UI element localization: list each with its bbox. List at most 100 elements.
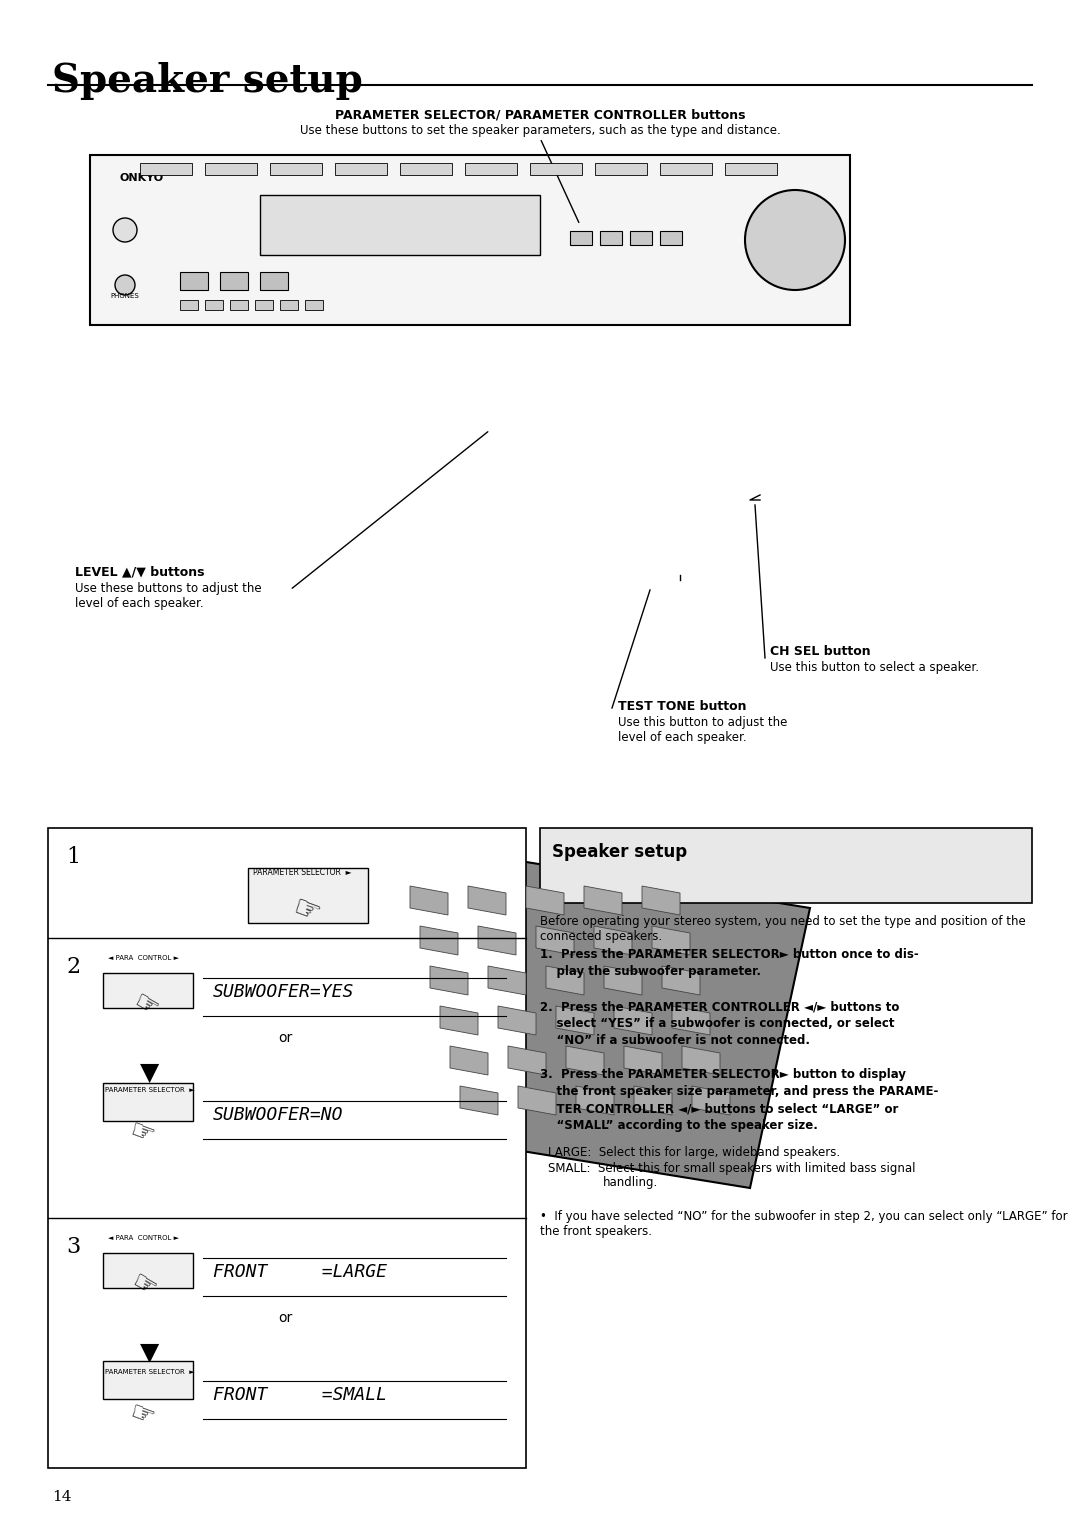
Bar: [630, 231, 652, 244]
Text: PARAMETER SELECTOR/ PARAMETER CONTROLLER buttons: PARAMETER SELECTOR/ PARAMETER CONTROLLER…: [335, 108, 745, 121]
Bar: [465, 163, 517, 176]
Text: ☞: ☞: [129, 989, 163, 1025]
Polygon shape: [624, 1047, 662, 1076]
Text: SUBWOOFER=NO: SUBWOOFER=NO: [213, 1106, 343, 1125]
Polygon shape: [681, 1047, 720, 1076]
Polygon shape: [576, 1086, 615, 1115]
Bar: [595, 163, 647, 176]
Polygon shape: [508, 1047, 546, 1076]
Polygon shape: [556, 1005, 594, 1034]
Text: FRONT     =LARGE: FRONT =LARGE: [213, 1264, 387, 1280]
Text: PHONES: PHONES: [110, 293, 139, 299]
Polygon shape: [488, 966, 526, 995]
Polygon shape: [652, 926, 690, 955]
Polygon shape: [478, 926, 516, 955]
Circle shape: [745, 189, 845, 290]
Text: Use these buttons to adjust the: Use these buttons to adjust the: [75, 582, 261, 594]
Text: ☞: ☞: [288, 892, 324, 929]
Bar: [180, 299, 198, 310]
Bar: [103, 1253, 193, 1288]
Text: ☞: ☞: [126, 1268, 162, 1305]
Polygon shape: [526, 886, 564, 915]
Text: PARAMETER SELECTOR  ►: PARAMETER SELECTOR ►: [105, 1369, 194, 1375]
Circle shape: [114, 275, 135, 295]
Bar: [335, 163, 387, 176]
Bar: [540, 828, 1032, 903]
Bar: [180, 272, 208, 290]
Polygon shape: [450, 1047, 488, 1076]
Bar: [103, 1361, 193, 1400]
Bar: [220, 272, 248, 290]
Text: Use this button to select a speaker.: Use this button to select a speaker.: [770, 662, 978, 674]
Polygon shape: [440, 1005, 478, 1034]
Bar: [90, 154, 850, 325]
Text: level of each speaker.: level of each speaker.: [618, 730, 746, 744]
Bar: [103, 973, 193, 1008]
Bar: [600, 231, 622, 244]
Text: Speaker setup: Speaker setup: [52, 63, 363, 99]
Polygon shape: [498, 1005, 536, 1034]
Bar: [140, 163, 192, 176]
Text: 1: 1: [66, 847, 80, 868]
Polygon shape: [420, 926, 458, 955]
Polygon shape: [692, 1086, 730, 1115]
Bar: [660, 231, 681, 244]
Text: ◄ PARA  CONTROL ►: ◄ PARA CONTROL ►: [108, 1235, 179, 1241]
Polygon shape: [380, 848, 810, 1187]
Bar: [270, 163, 322, 176]
Bar: [48, 828, 526, 1468]
Bar: [725, 163, 777, 176]
Text: handling.: handling.: [603, 1177, 658, 1189]
Bar: [280, 299, 298, 310]
Bar: [400, 163, 453, 176]
Text: 2.  Press the PARAMETER CONTROLLER ◄/► buttons to
    select “YES” if a subwoofe: 2. Press the PARAMETER CONTROLLER ◄/► bu…: [540, 999, 900, 1047]
Polygon shape: [518, 1086, 556, 1115]
Bar: [255, 299, 273, 310]
Polygon shape: [566, 1047, 604, 1076]
Bar: [103, 1083, 193, 1122]
Text: ONKYO: ONKYO: [120, 173, 164, 183]
Text: level of each speaker.: level of each speaker.: [75, 597, 204, 610]
Text: SMALL:  Select this for small speakers with limited bass signal: SMALL: Select this for small speakers wi…: [548, 1161, 916, 1175]
Polygon shape: [430, 966, 468, 995]
Text: 2: 2: [66, 957, 80, 978]
Text: ▼: ▼: [140, 1342, 159, 1365]
Text: or: or: [278, 1031, 293, 1045]
Polygon shape: [536, 926, 573, 955]
Text: ONKYO: ONKYO: [480, 759, 518, 770]
Text: •  If you have selected “NO” for the subwoofer in step 2, you can select only “L: • If you have selected “NO” for the subw…: [540, 1210, 1068, 1238]
Text: LEVEL ▲/▼ buttons: LEVEL ▲/▼ buttons: [75, 565, 204, 578]
Bar: [230, 299, 248, 310]
Text: PARAMETER SELECTOR  ►: PARAMETER SELECTOR ►: [253, 868, 351, 877]
Bar: [205, 163, 257, 176]
Polygon shape: [460, 1086, 498, 1115]
Text: CH SEL button: CH SEL button: [770, 645, 870, 659]
Text: PARAMETER SELECTOR  ►: PARAMETER SELECTOR ►: [105, 1086, 194, 1093]
Text: ◄ PARA  CONTROL ►: ◄ PARA CONTROL ►: [108, 955, 179, 961]
Text: ▼: ▼: [140, 1060, 159, 1085]
Polygon shape: [662, 966, 700, 995]
Text: 1.  Press the PARAMETER SELECTOR► button once to dis-
    play the subwoofer par: 1. Press the PARAMETER SELECTOR► button …: [540, 947, 919, 978]
Bar: [660, 163, 712, 176]
Text: FRONT     =SMALL: FRONT =SMALL: [213, 1386, 387, 1404]
Polygon shape: [634, 1086, 672, 1115]
Text: Before operating your stereo system, you need to set the type and position of th: Before operating your stereo system, you…: [540, 915, 1026, 943]
Text: TEST TONE button: TEST TONE button: [618, 700, 746, 714]
Polygon shape: [642, 886, 680, 915]
Text: Use these buttons to set the speaker parameters, such as the type and distance.: Use these buttons to set the speaker par…: [299, 124, 781, 138]
Circle shape: [113, 219, 137, 241]
Bar: [205, 299, 222, 310]
Bar: [260, 196, 540, 255]
Text: Speaker setup: Speaker setup: [552, 843, 687, 860]
Text: 14: 14: [52, 1490, 71, 1504]
Polygon shape: [672, 1005, 710, 1034]
Text: ☞: ☞: [126, 1398, 159, 1433]
Bar: [248, 868, 368, 923]
Text: LARGE:  Select this for large, wideband speakers.: LARGE: Select this for large, wideband s…: [548, 1146, 840, 1160]
Bar: [260, 272, 288, 290]
Polygon shape: [410, 886, 448, 915]
Text: 3: 3: [66, 1236, 80, 1258]
Bar: [570, 231, 592, 244]
Polygon shape: [546, 966, 584, 995]
Polygon shape: [584, 886, 622, 915]
